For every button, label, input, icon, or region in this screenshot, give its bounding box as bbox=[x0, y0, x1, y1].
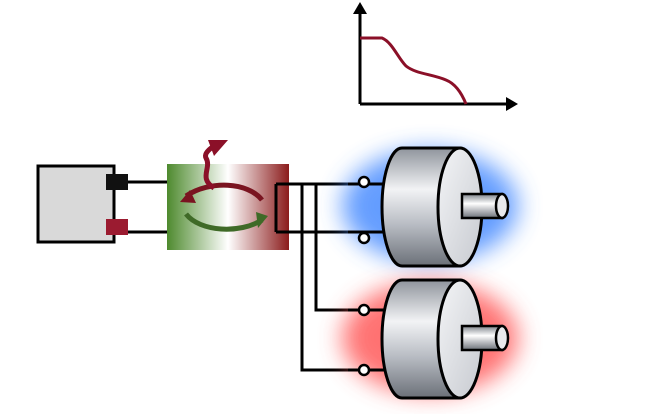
motor-controller bbox=[167, 140, 348, 372]
battery bbox=[36, 164, 128, 244]
motor-top-shaft bbox=[460, 192, 504, 220]
battery-terminal-positive bbox=[106, 219, 128, 235]
motor-bottom-shaft-end bbox=[494, 324, 510, 352]
graph-x-axis-arrow bbox=[506, 97, 518, 111]
battery-terminal-negative bbox=[106, 174, 128, 190]
cycle-arrow-bottom-head bbox=[256, 212, 268, 228]
wire-bottom-b bbox=[300, 184, 348, 372]
graph-y-axis-arrow bbox=[353, 2, 367, 14]
battery-body bbox=[36, 164, 116, 244]
motor-top-shaft-end bbox=[494, 192, 510, 220]
cycle-arrow-top-head bbox=[180, 190, 196, 203]
wire-bottom-a bbox=[314, 184, 348, 312]
motor-top-terminal-a bbox=[357, 175, 371, 189]
cycle-arrow-top bbox=[184, 182, 264, 202]
motor-top-terminal-b bbox=[357, 231, 371, 245]
torque-speed-graph bbox=[353, 2, 518, 111]
heat-arrow bbox=[203, 143, 216, 191]
motor-bottom-terminal-b bbox=[357, 363, 371, 377]
controller-body bbox=[167, 164, 289, 250]
motor-top bbox=[348, 146, 510, 268]
cycle-arrow-bottom bbox=[184, 212, 264, 232]
motor-bottom bbox=[348, 278, 510, 400]
wire-battery-loop bbox=[128, 180, 174, 234]
wires-battery-controller bbox=[128, 180, 174, 234]
graph-curve bbox=[360, 36, 468, 105]
motor-bottom-terminal-a bbox=[357, 303, 371, 317]
heat-arrow-head bbox=[208, 140, 228, 156]
wires-controller-motors bbox=[274, 182, 348, 372]
